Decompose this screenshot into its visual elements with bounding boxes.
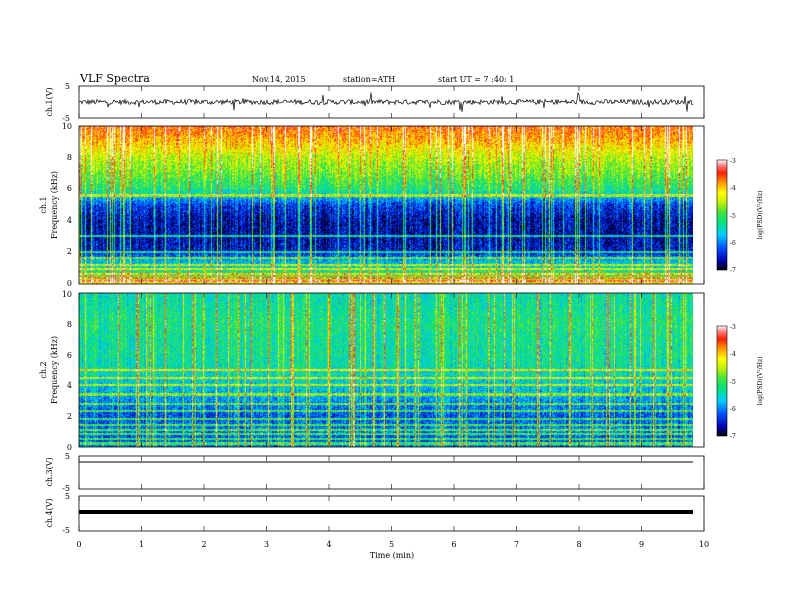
x-tick-label-10: 10 — [699, 540, 709, 549]
ytick-ch4-wave-bottom: -5 — [62, 526, 70, 535]
x-tick-label-1: 1 — [139, 540, 144, 549]
x-tick-label-7: 7 — [514, 540, 519, 549]
colorbar-ch2-label: log(PSD)(V²/Hz) — [757, 357, 764, 406]
x-tick-label-9: 9 — [639, 540, 644, 549]
ytick-ch2-spec-4: 4 — [67, 381, 72, 390]
cb2-tick-m4: -4 — [730, 351, 736, 358]
yticks-ch2-spec: 0 2 4 6 8 10 — [62, 290, 72, 452]
colorbar-ch1-label: log(PSD)(V²/Hz) — [757, 191, 764, 240]
x-tick-label-5: 5 — [389, 540, 394, 549]
ylabel-ch3-wave: ch.3(V) — [45, 457, 54, 486]
ytick-ch1-spec-4: 4 — [67, 216, 72, 225]
cb2-tick-m3: -3 — [730, 324, 736, 331]
ytick-ch2-spec-8: 8 — [67, 320, 72, 329]
colorbar-ch1 — [716, 159, 728, 271]
ytick-ch2-spec-10: 10 — [62, 290, 72, 299]
ytick-ch1-spec-0: 0 — [67, 279, 72, 288]
spectrogram-ch1 — [79, 126, 693, 284]
cb1-tick-m3: -3 — [730, 158, 736, 165]
x-tick-marks — [78, 86, 705, 531]
ytick-ch1-spec-6: 6 — [67, 184, 72, 193]
x-tick-label-4: 4 — [326, 540, 331, 549]
ylabel-ch1-frequency: Frequency (kHz) — [50, 171, 59, 239]
cb1-tick-m4: -4 — [730, 185, 736, 192]
waveform-trace-ch1 — [78, 91, 693, 113]
ylabel-ch1-wave: ch.1(V) — [45, 87, 54, 116]
station-label: station=ATH — [343, 75, 395, 84]
x-tick-label-8: 8 — [576, 540, 581, 549]
x-tick-labels: 0 1 2 3 4 5 6 7 8 9 10 — [76, 540, 709, 549]
ytick-ch1-wave-top: 5 — [65, 82, 70, 91]
cb1-tick-m7: -7 — [730, 267, 736, 274]
spectrogram-ch2 — [79, 293, 693, 447]
ytick-ch4-wave-top: 5 — [65, 492, 70, 501]
ytick-ch2-spec-6: 6 — [67, 351, 72, 360]
colorbar-ch2 — [716, 325, 728, 437]
ylabel-ch2-channel: ch.2 — [39, 361, 48, 378]
colorbar-ch2-ticks: -3 -4 -5 -6 -7 — [730, 324, 736, 440]
cb1-tick-m6: -6 — [730, 240, 736, 247]
colorbar-ch1-ticks: -3 -4 -5 -6 -7 — [730, 158, 736, 274]
ylabel-ch4-wave: ch.4(V) — [45, 498, 54, 527]
x-tick-label-6: 6 — [451, 540, 456, 549]
ytick-ch1-spec-10: 10 — [62, 122, 72, 131]
ytick-ch1-wave-bottom: -5 — [62, 114, 70, 123]
ylabel-ch1-channel: ch.1 — [39, 196, 48, 213]
x-tick-label-0: 0 — [76, 540, 81, 549]
x-axis-label: Time (min) — [370, 551, 414, 560]
cb2-tick-m5: -5 — [730, 379, 736, 386]
figure-title: VLF Spectra — [79, 72, 150, 85]
x-tick-label-2: 2 — [201, 540, 206, 549]
cb2-tick-m6: -6 — [730, 406, 736, 413]
start-time-label: start UT = 7 :40: 1 — [438, 75, 514, 84]
cb2-tick-m7: -7 — [730, 433, 736, 440]
ytick-ch3-wave-bottom: -5 — [62, 484, 70, 493]
ytick-ch2-spec-2: 2 — [67, 412, 72, 421]
ytick-ch3-wave-top: 5 — [65, 452, 70, 461]
ytick-ch2-spec-0: 0 — [67, 443, 72, 452]
cb1-tick-m5: -5 — [730, 213, 736, 220]
yticks-ch1-spec: 0 2 4 6 8 10 — [62, 122, 72, 288]
date-label: Nov.14, 2015 — [252, 75, 306, 84]
ytick-ch1-spec-8: 8 — [67, 153, 72, 162]
ylabel-ch2-frequency: Frequency (kHz) — [50, 336, 59, 404]
x-tick-label-3: 3 — [264, 540, 269, 549]
ytick-ch1-spec-2: 2 — [67, 247, 72, 256]
